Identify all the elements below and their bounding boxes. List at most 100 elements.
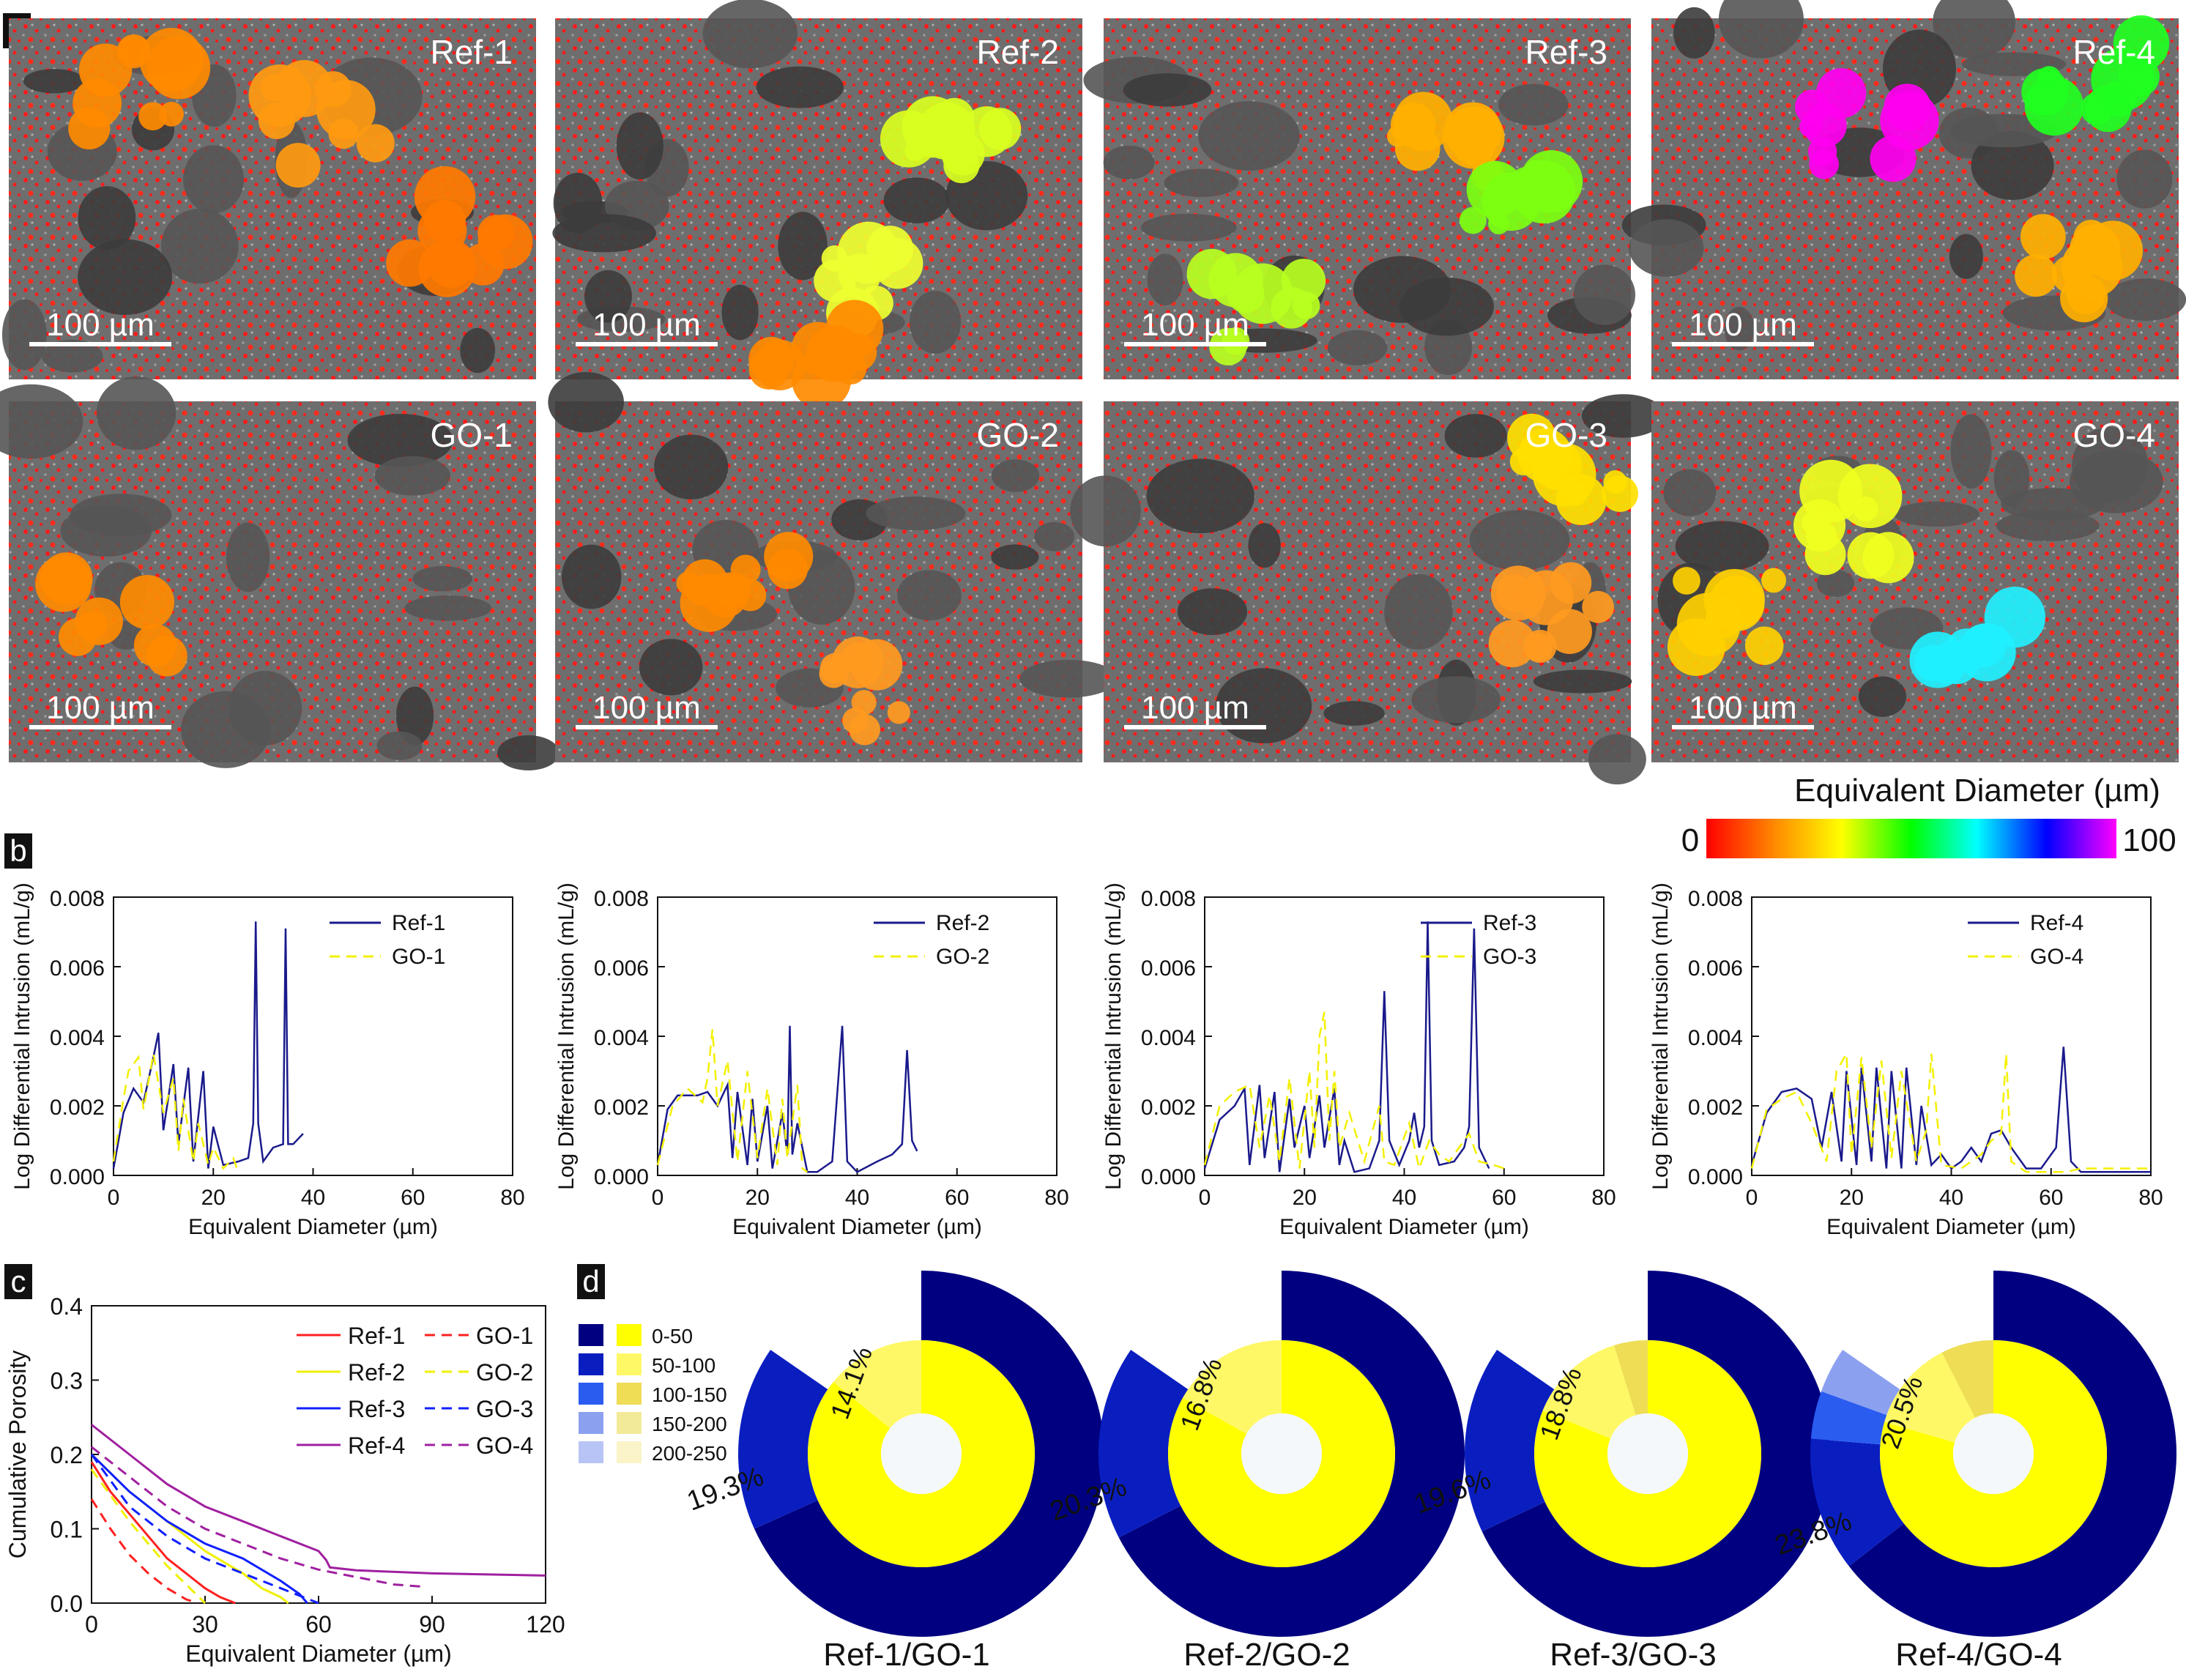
aggregate-grain	[1673, 7, 1715, 59]
pore-cluster	[1507, 413, 1638, 526]
aggregate-grain	[2069, 450, 2163, 513]
micrograph-ref-4: Ref-4 100 µm	[1621, 0, 2186, 379]
pore-cluster-part	[887, 701, 910, 724]
x-tick-label: 0	[108, 1186, 120, 1210]
legend-ref-swatch	[579, 1412, 603, 1434]
pore-cluster-part	[78, 43, 133, 97]
pore-cluster-part	[1853, 497, 1878, 521]
y-tick-label: 0.2	[51, 1442, 83, 1468]
aggregate-grain	[226, 522, 270, 592]
pore-cluster	[1186, 248, 1326, 365]
pore-cluster	[1386, 92, 1505, 193]
panel-c-chart: 0 30 60 90 120 0.0 0.1 0.2 0.3 0.4 Equivalent Diam…	[4, 1293, 565, 1667]
aggregate-grain	[96, 376, 176, 450]
panel-a-micrographs: Ref-1 100 µm Ref-2 100 µm Ref-3 100 µm Ref-4 10…	[0, 0, 2186, 785]
chart-c: 0 30 60 90 120 0.0 0.1 0.2 0.3 0.4 Equivalent Diam…	[4, 1293, 565, 1667]
aggregate-grain	[552, 214, 656, 253]
aggregate-grain	[1588, 734, 1646, 785]
pore-cluster-part	[814, 259, 856, 302]
ref-slice	[1810, 1438, 1904, 1566]
pore-cluster-part	[418, 239, 476, 297]
ref-slice	[1118, 1271, 1465, 1638]
pore-cluster-part	[146, 635, 187, 677]
pore-cluster-part	[159, 101, 184, 127]
x-tick-label: 60	[945, 1186, 969, 1210]
scale-bar-label: 100 µm	[1689, 690, 1797, 726]
pore-cluster-part	[1442, 106, 1505, 169]
aggregate-grain	[183, 145, 244, 214]
y-axis-label: Log Differential Intrusion (mL/g)	[10, 882, 34, 1190]
pore-cluster-part	[1271, 287, 1312, 329]
aggregate-grain	[23, 69, 85, 94]
y-axis-label: Log Differential Intrusion (mL/g)	[1101, 882, 1126, 1190]
ref-slice	[1464, 1350, 1555, 1532]
aggregate-grain	[347, 414, 453, 467]
x-tick-label: 80	[500, 1186, 524, 1210]
aggregate-grain	[376, 731, 423, 761]
panel-label-b: b	[4, 833, 32, 869]
ref-slice	[1098, 1350, 1189, 1538]
legend-entry: Ref-3	[348, 1396, 405, 1422]
pore-cluster-part	[1862, 532, 1914, 584]
series-line-go-4	[1750, 1050, 2151, 1173]
legend-go-swatch	[617, 1412, 642, 1434]
aggregate-grain	[721, 284, 759, 341]
x-axis-label: Equivalent Diameter (µm)	[732, 1215, 982, 1239]
legend-entry: Ref-4	[2030, 911, 2083, 935]
pore-cluster-part	[825, 300, 884, 358]
pore-cluster-part	[2091, 48, 2155, 111]
aggregate-grain	[1123, 73, 1212, 107]
y-tick-label: 0.1	[51, 1517, 83, 1543]
pie-hole	[1607, 1413, 1688, 1494]
legend-entry: GO-2	[476, 1359, 533, 1386]
pore-cluster-part	[35, 555, 92, 612]
aggregate-grain	[78, 186, 136, 250]
aggregate-grain	[561, 544, 622, 609]
pore-cluster-part	[1459, 207, 1487, 234]
series-line-go-1	[112, 1053, 239, 1172]
pore-cluster-part	[2015, 254, 2058, 297]
y-tick-label: 0.000	[50, 1165, 105, 1189]
series-line-go-4	[91, 1446, 425, 1588]
plot-frame	[1751, 896, 2152, 1176]
y-tick-label: 0.000	[1688, 1165, 1743, 1189]
y-tick-label: 0.004	[50, 1026, 105, 1050]
aggregate-grain	[404, 595, 492, 621]
legend-label: 150-200	[652, 1413, 727, 1435]
aggregate-grain	[1248, 523, 1281, 568]
pore-cluster-part	[1518, 570, 1574, 625]
micrograph-label: GO-2	[977, 416, 1059, 454]
aggregate-grain	[1019, 659, 1118, 698]
pore-cluster	[1909, 586, 2045, 688]
legend-entry: Ref-1	[348, 1323, 405, 1349]
pore-cluster-part	[1533, 443, 1596, 507]
x-tick-label: 0	[1199, 1186, 1211, 1210]
pore-cluster-part	[1761, 568, 1786, 593]
aggregate-grain	[1399, 278, 1494, 336]
pore-cluster	[248, 59, 395, 188]
scale-bar-label: 100 µm	[592, 307, 701, 343]
aggregate-grain	[497, 735, 559, 770]
x-tick-label: 40	[1939, 1186, 1963, 1210]
y-tick-label: 0.006	[50, 956, 105, 981]
y-tick-label: 0.0	[51, 1591, 83, 1617]
pore-cluster-part	[1804, 534, 1846, 576]
aggregate-grain	[70, 494, 172, 537]
aggregate-grain	[1573, 264, 1636, 325]
aggregate-grain	[1816, 570, 1855, 598]
x-tick-label: 80	[1044, 1186, 1068, 1210]
pore-cluster-part	[1884, 83, 1931, 131]
pore-cluster-part	[328, 119, 359, 149]
aggregate-grain	[991, 459, 1040, 492]
x-axis-label: Equivalent Diameter (µm)	[1826, 1215, 2076, 1239]
pore-cluster-part	[1495, 574, 1533, 612]
legend-go-swatch	[617, 1383, 642, 1405]
go-slice	[1884, 1352, 1976, 1443]
x-tick-label: 80	[1591, 1186, 1616, 1210]
x-tick-label: 30	[192, 1611, 218, 1638]
legend-entry: GO-1	[392, 945, 445, 969]
legend-entry: Ref-2	[936, 911, 989, 935]
y-tick-label: 0.006	[1688, 956, 1743, 981]
aggregate-grain	[1971, 130, 2054, 201]
scale-bar-label: 100 µm	[1141, 307, 1249, 343]
